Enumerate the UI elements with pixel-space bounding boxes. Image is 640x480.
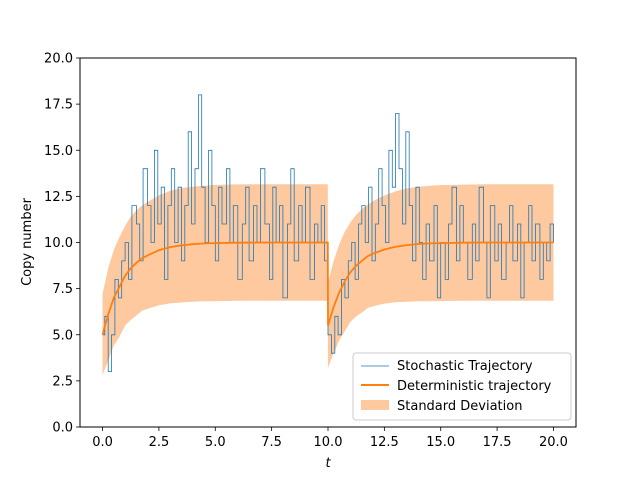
y-tick-label: 7.5 [52,282,73,297]
x-tick-label: 15.0 [426,435,455,450]
stochastic-layer [102,94,554,372]
x-tick-label: 10.0 [314,435,343,450]
x-tick-label: 17.5 [483,435,512,450]
y-tick-label: 17.5 [44,98,73,113]
y-axis-ticks: 0.0 2.5 5.0 7.5 10.0 12.5 15.0 17.5 20.0 [44,52,80,436]
legend-deterministic-label: Deterministic trajectory [397,379,552,394]
x-axis-ticks: 0.0 2.5 5.0 7.5 10.0 12.5 15.0 17.5 20.0 [92,427,568,450]
legend-band-swatch [361,400,389,410]
y-axis-label: Copy number [20,197,35,286]
legend-band-label: Standard Deviation [397,399,522,414]
legend: Stochastic Trajectory Deterministic traj… [352,352,572,421]
deterministic-layer [101,241,554,336]
y-tick-label: 20.0 [44,52,73,67]
legend-stochastic-label: Stochastic Trajectory [397,359,533,374]
x-tick-label: 7.5 [261,435,282,450]
y-tick-label: 12.5 [44,190,73,205]
x-tick-label: 12.5 [370,435,399,450]
x-tick-label: 5.0 [205,435,226,450]
y-tick-label: 15.0 [44,144,73,159]
stochastic-trajectory-line [102,94,554,372]
x-tick-label: 2.5 [149,435,170,450]
x-tick-label: 0.0 [92,435,113,450]
y-tick-label: 2.5 [52,374,73,389]
x-tick-label: 20.0 [539,435,568,450]
y-tick-label: 10.0 [44,236,73,251]
x-axis-label: t [325,456,331,471]
y-tick-label: 0.0 [52,421,73,436]
legend-box [352,352,572,421]
deterministic-trajectory-line [101,241,554,336]
y-tick-label: 5.0 [52,328,73,343]
